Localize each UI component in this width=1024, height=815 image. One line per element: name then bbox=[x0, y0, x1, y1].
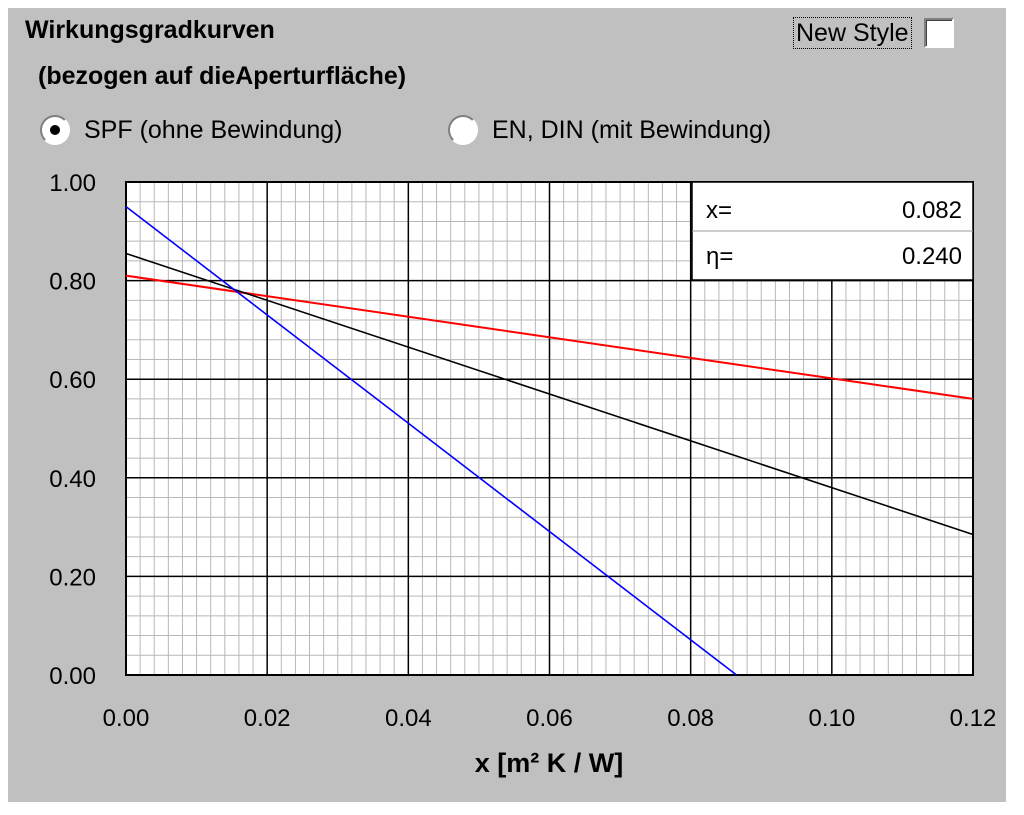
x-tick-label: 0.02 bbox=[244, 705, 291, 732]
radio-en-din[interactable]: EN, DIN (mit Bewindung) bbox=[448, 115, 771, 145]
series-line-0 bbox=[125, 274, 974, 400]
series-lines bbox=[125, 206, 974, 676]
x-tick-label: 0.00 bbox=[103, 705, 150, 732]
x-tick-label: 0.08 bbox=[667, 705, 714, 732]
y-tick-label: 0.00 bbox=[49, 663, 96, 690]
readout-x-value: 0.082 bbox=[902, 197, 962, 224]
new-style-label[interactable]: New Style bbox=[793, 17, 912, 49]
readout-box: x= 0.082 η= 0.240 bbox=[691, 181, 974, 281]
y-tick-label: 0.60 bbox=[49, 367, 96, 394]
readout-eta-value: 0.240 bbox=[902, 243, 962, 270]
radio-spf-label[interactable]: SPF (ohne Bewindung) bbox=[84, 115, 343, 144]
chart-title: Wirkungsgradkurven bbox=[25, 16, 275, 44]
radio-spf[interactable]: SPF (ohne Bewindung) bbox=[40, 115, 342, 145]
readout-x-label: x= bbox=[706, 197, 732, 224]
radio-en-din-button[interactable] bbox=[448, 115, 478, 145]
readout-eta-label: η= bbox=[706, 243, 733, 270]
radio-spf-button[interactable] bbox=[40, 115, 70, 145]
new-style-toggle[interactable]: New Style bbox=[793, 17, 954, 49]
x-axis-label: x [m² K / W] bbox=[475, 748, 624, 778]
series-line-1 bbox=[125, 252, 974, 536]
plot-border bbox=[125, 181, 974, 676]
chart-subtitle: (bezogen auf dieAperturfläche) bbox=[38, 62, 407, 90]
x-tick-label: 0.04 bbox=[385, 705, 432, 732]
y-tick-label: 0.20 bbox=[49, 564, 96, 591]
y-tick-label: 1.00 bbox=[49, 170, 96, 197]
series-line-2 bbox=[125, 206, 738, 676]
x-tick-label: 0.06 bbox=[526, 705, 573, 732]
y-tick-label: 0.40 bbox=[49, 466, 96, 493]
x-tick-label: 0.12 bbox=[950, 705, 997, 732]
y-tick-label: 0.80 bbox=[49, 269, 96, 296]
radio-en-din-label[interactable]: EN, DIN (mit Bewindung) bbox=[492, 115, 772, 144]
tick-labels: 0.00 0.02 0.04 0.06 0.08 0.10 0.12 0.00 0.20 0.40… bbox=[49, 170, 996, 732]
x-tick-label: 0.10 bbox=[808, 705, 855, 732]
radio-selected-dot-icon bbox=[50, 125, 60, 135]
new-style-checkbox[interactable] bbox=[923, 18, 954, 48]
